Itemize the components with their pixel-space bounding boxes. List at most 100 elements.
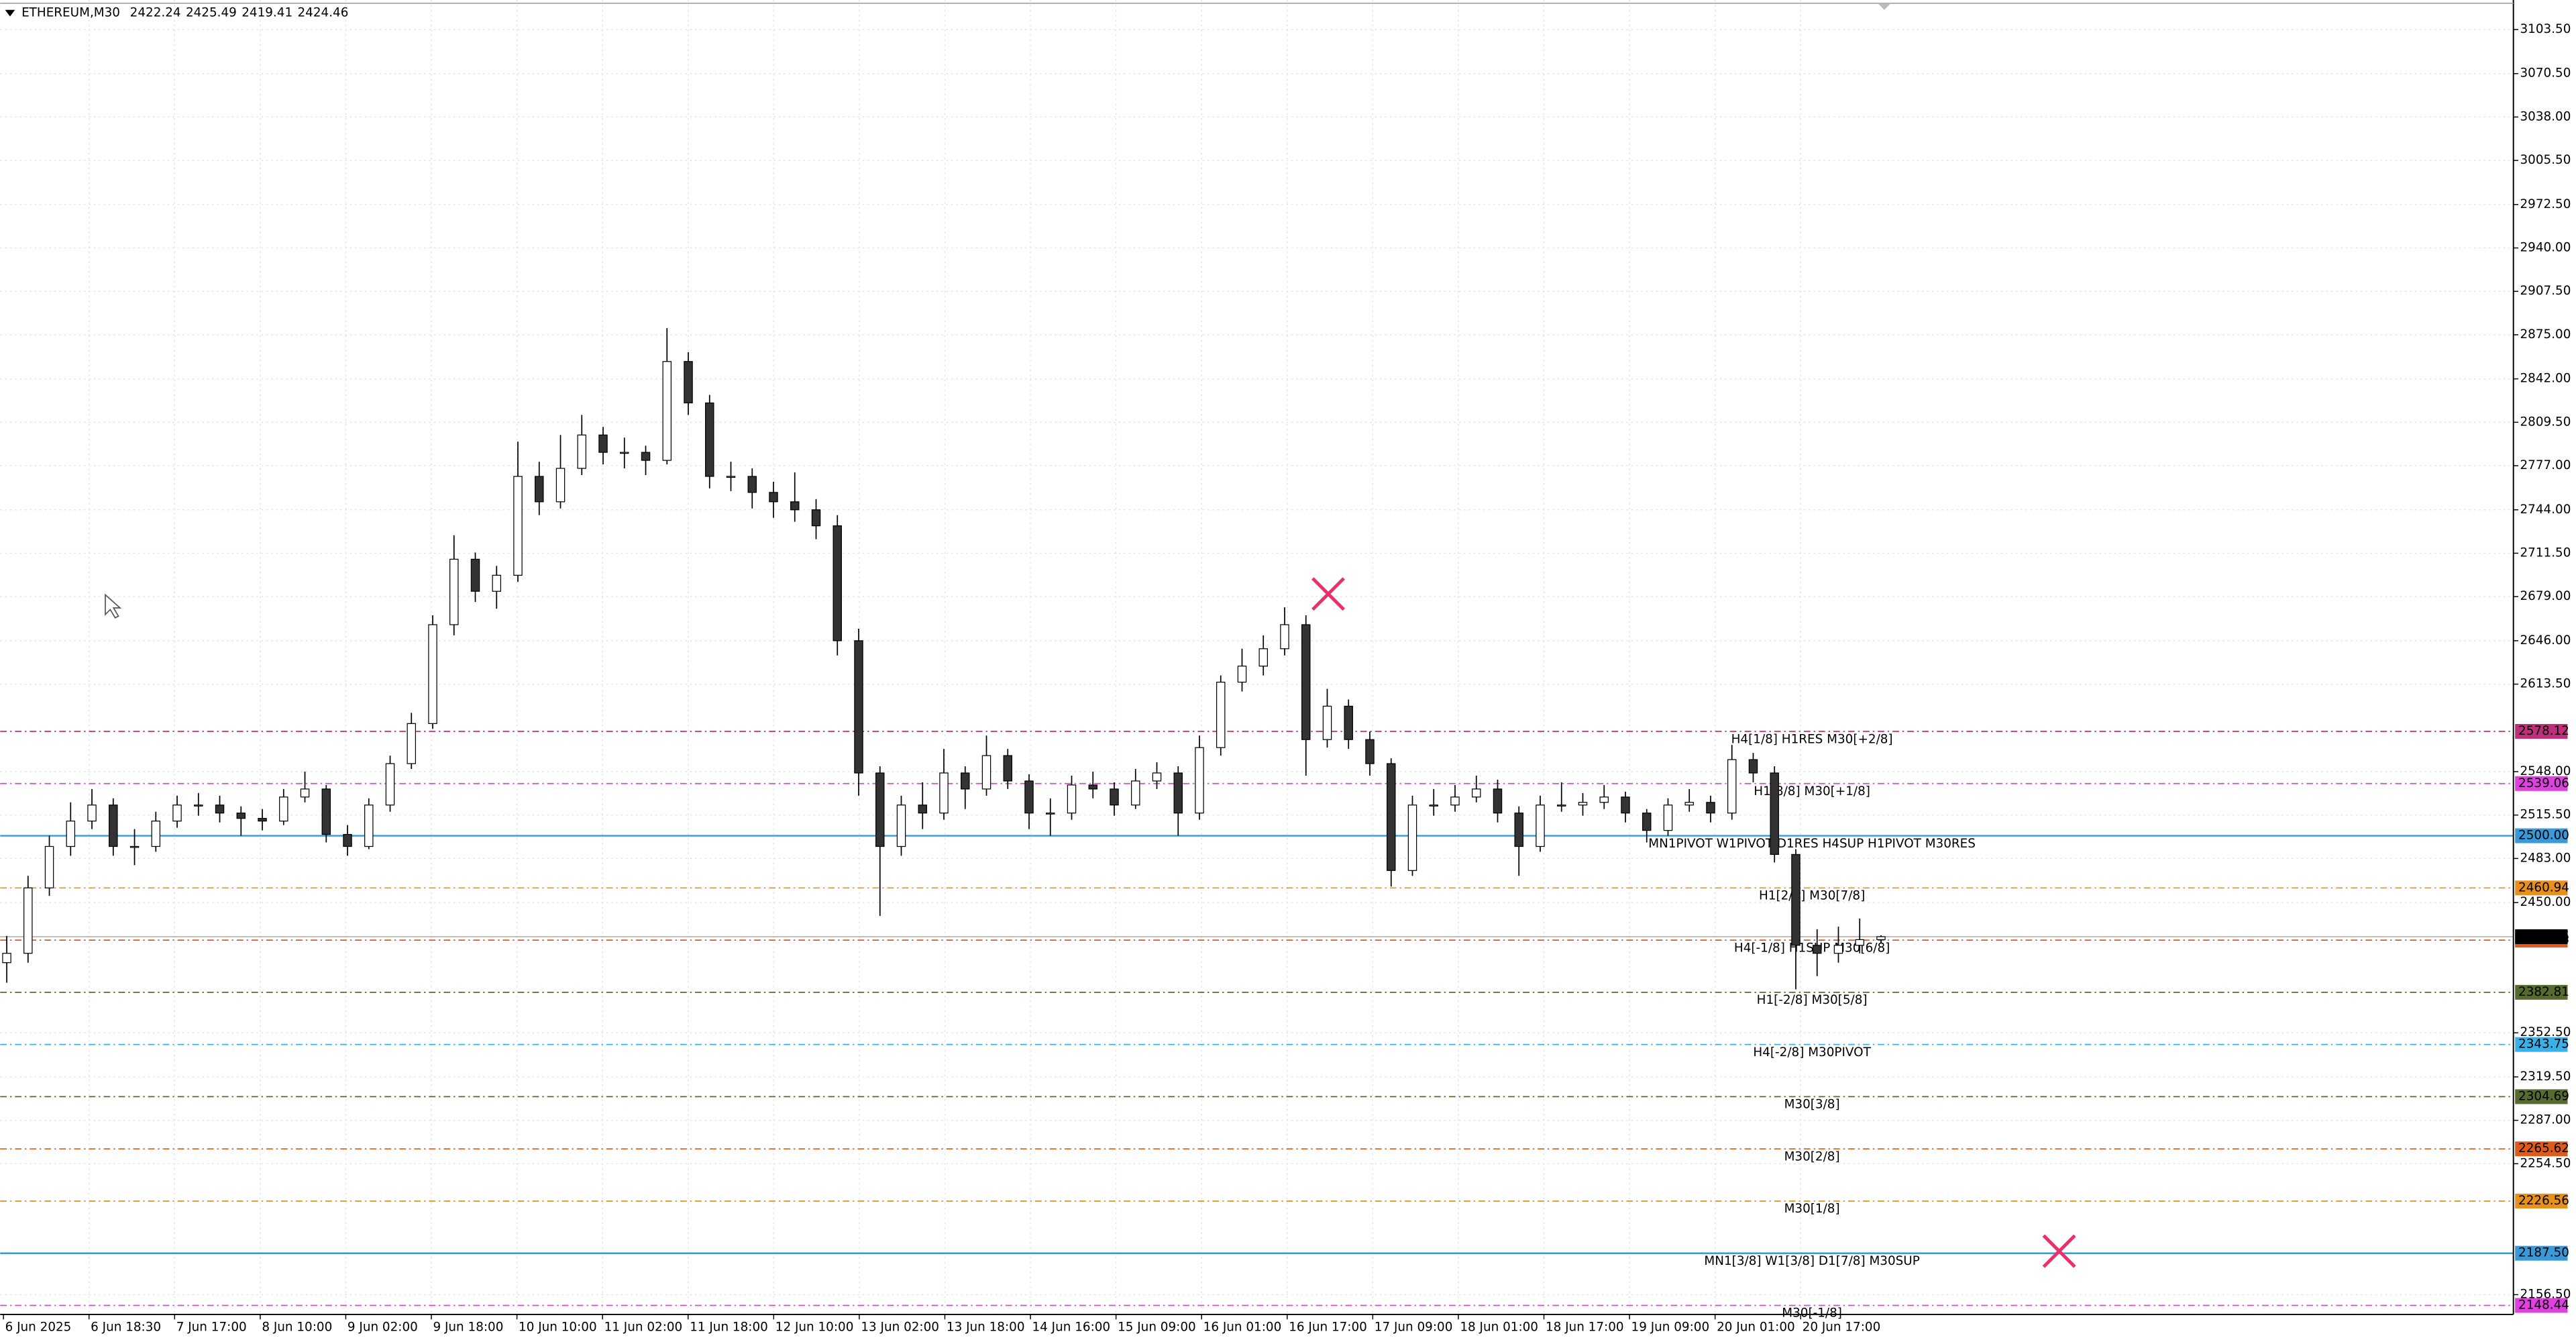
candle-body: [620, 452, 629, 454]
candle-body: [1556, 805, 1566, 807]
candle-body: [1599, 796, 1609, 803]
candle-body: [662, 361, 672, 461]
level-price-label: 2460.94: [2518, 880, 2569, 894]
cross-marker: [1311, 577, 1345, 611]
x-tick-label: 9 Jun 18:00: [433, 1321, 503, 1335]
x-tick-label: 15 Jun 09:00: [1118, 1321, 1196, 1335]
y-tick-label: 3005.50: [2520, 153, 2571, 167]
level-price-box: [2515, 724, 2568, 739]
x-tick-label: 7 Jun 17:00: [176, 1321, 247, 1335]
level-text: H4[1/8] H1RES M30[+2/8]: [1731, 732, 1893, 746]
y-tick-label: 2907.50: [2520, 284, 2571, 298]
x-tick-label: 10 Jun 10:00: [519, 1321, 597, 1335]
candle-body: [1727, 759, 1737, 814]
candle-body: [535, 476, 544, 503]
candle-body: [1322, 705, 1332, 740]
y-tick-label: 2842.00: [2520, 372, 2571, 386]
level-price-box: [2515, 984, 2568, 1000]
level-text: H1[2/8] M30[7/8]: [1759, 889, 1865, 903]
candle-body: [1387, 763, 1396, 871]
y-tick-label: 2548.00: [2520, 764, 2571, 778]
x-tick-label: 17 Jun 09:00: [1375, 1321, 1453, 1335]
candle-body: [790, 501, 800, 511]
candle-body: [1280, 624, 1289, 650]
candle-body: [300, 788, 310, 798]
candle-body: [705, 402, 714, 477]
close: 2424.46: [297, 6, 348, 20]
level-text: M30[2/8]: [1784, 1149, 1840, 1164]
candle-body: [1748, 759, 1758, 774]
menu-arrow[interactable]: [5, 9, 15, 17]
bid-price-label: 2424.46: [2518, 929, 2569, 943]
candle-body: [1067, 784, 1077, 814]
x-tick-label: 6 Jun 18:30: [91, 1321, 161, 1335]
x-tick-label: 16 Jun 17:00: [1289, 1321, 1367, 1335]
level-price-box: [2515, 1298, 2568, 1313]
candle-body: [428, 624, 437, 724]
y-tick-label: 2646.00: [2520, 633, 2571, 648]
x-tick-label: 11 Jun 18:00: [690, 1321, 768, 1335]
candle-body: [129, 845, 140, 848]
level-price-label: 2500.00: [2518, 829, 2569, 843]
chart-header: ETHEREUM,M30 2422.24 2425.49 2419.41 2424.46: [21, 6, 348, 20]
candle-body: [875, 772, 885, 847]
level-text: M30[-1/8]: [1782, 1306, 1842, 1321]
x-tick-label: 14 Jun 16:00: [1032, 1321, 1110, 1335]
candle-body: [833, 525, 842, 641]
candle-body: [321, 788, 331, 835]
candle-body: [726, 476, 736, 478]
y-tick-label: 2744.00: [2520, 503, 2571, 517]
candle-body: [1621, 796, 1630, 814]
y-tick-label: 2972.50: [2520, 197, 2571, 211]
x-tick-label: 18 Jun 17:00: [1546, 1321, 1624, 1335]
y-tick-label: 2450.00: [2520, 895, 2571, 909]
axis-layer: 3103.50 3070.50 3038.00 3005.50 2972.50 2940.…: [3, 22, 2571, 1335]
candle-body: [279, 796, 288, 822]
level-price-label: 2265.62: [2518, 1141, 2569, 1155]
y-tick-label: 3038.00: [2520, 109, 2571, 123]
candle-body: [1131, 780, 1140, 806]
y-tick-label: 2711.50: [2520, 546, 2571, 560]
x-tick-label: 6 Jun 2025: [5, 1321, 72, 1335]
candle-body: [1237, 666, 1247, 683]
candle-body: [854, 640, 863, 774]
candle-body: [364, 805, 374, 847]
y-tick-label: 2254.50: [2520, 1156, 2571, 1170]
level-price-label: 2148.44: [2518, 1298, 2569, 1312]
y-tick-label: 2156.50: [2520, 1287, 2571, 1301]
level-price-box: [2515, 880, 2568, 896]
x-tick-label: 13 Jun 18:00: [947, 1321, 1025, 1335]
candle-body: [66, 821, 76, 847]
candle-body: [1024, 780, 1034, 814]
candle-body: [1046, 813, 1055, 815]
level-price-label: 2304.69: [2518, 1089, 2569, 1103]
level-price-box: [2515, 828, 2568, 843]
candle-body: [513, 476, 523, 576]
y-tick-label: 2319.50: [2520, 1070, 2571, 1084]
candle-body: [939, 772, 949, 814]
levels-layer: H4[1/8] H1RES M30[+2/8] H1[8/8] M30[+1/8]…: [0, 731, 2514, 1321]
candle-body: [258, 818, 267, 822]
level-text: H1[8/8] M30[+1/8]: [1754, 784, 1870, 798]
y-tick-label: 3070.50: [2520, 66, 2571, 81]
candle-body: [641, 452, 651, 461]
scroll-marker: [1878, 3, 1891, 10]
level-price-label: 2539.06: [2518, 776, 2569, 790]
y-tick-label: 2613.50: [2520, 677, 2571, 691]
y-tick-label: 2515.50: [2520, 808, 2571, 822]
candle-body: [1429, 805, 1438, 807]
candle-body: [1706, 802, 1715, 814]
y-tick-label: 2875.00: [2520, 327, 2571, 342]
candle-body: [23, 887, 33, 954]
level-price-box: [2515, 1037, 2568, 1052]
candle-body: [1216, 681, 1226, 748]
candle-body: [1407, 805, 1417, 871]
candle-body: [1770, 772, 1779, 856]
candle-body: [918, 805, 927, 814]
bid-price-box: [2515, 929, 2568, 944]
level-price-label: 2343.75: [2518, 1037, 2569, 1051]
candle-body: [1110, 788, 1119, 806]
candle-body: [109, 805, 118, 847]
x-tick-label: 9 Jun 02:00: [347, 1321, 418, 1335]
level-price-label: 2187.50: [2518, 1246, 2569, 1260]
